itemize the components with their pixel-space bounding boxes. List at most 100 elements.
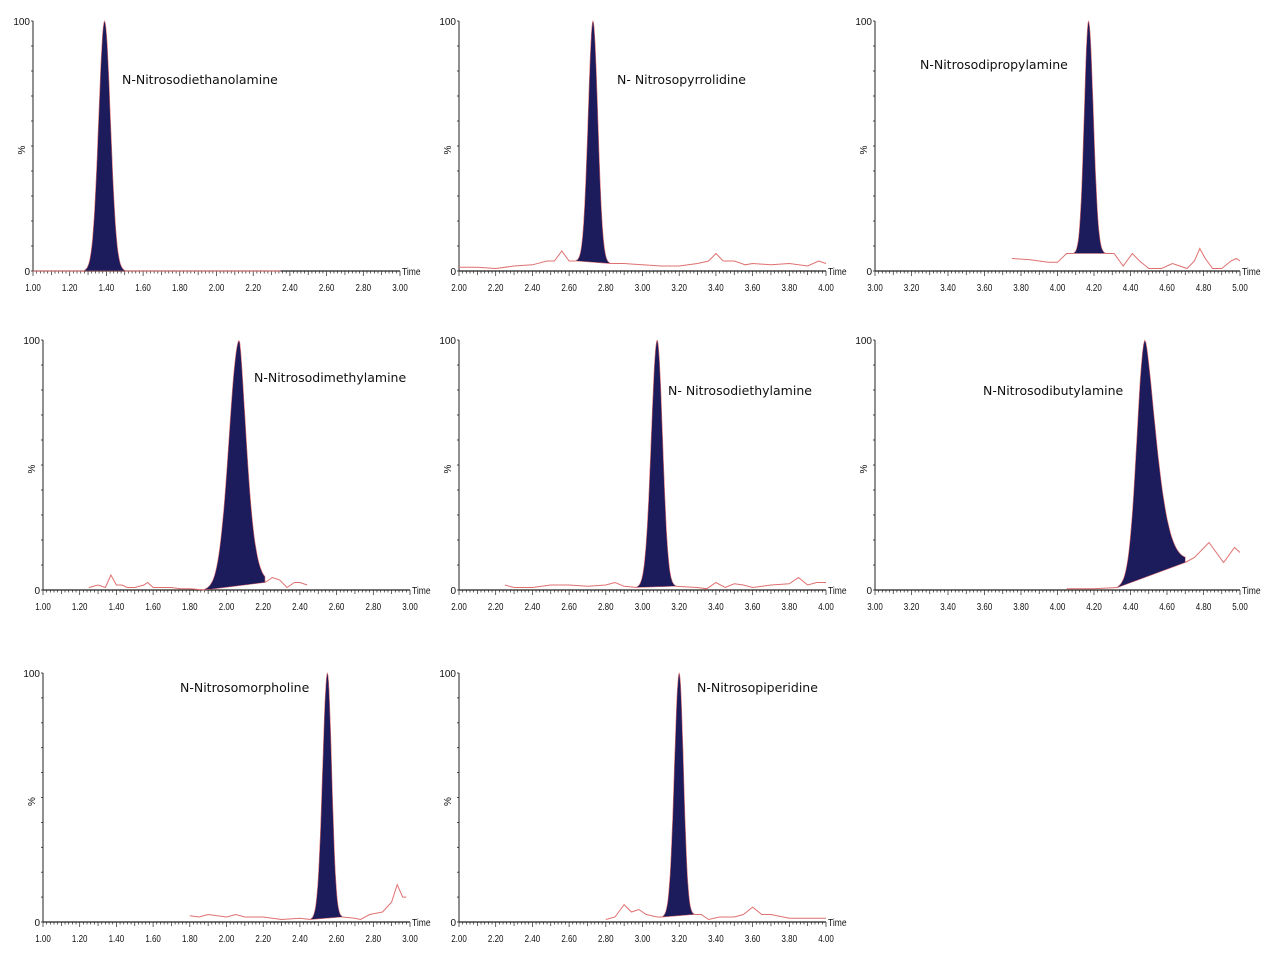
chromatogram-trace: [605, 903, 663, 920]
x-tick-label: 3.20: [671, 601, 687, 612]
x-tick-label: 3.60: [977, 601, 993, 612]
x-tick-label: 3.00: [392, 282, 408, 293]
chromatogram-panel-5: 2.00 2.20 2.40 2.60 2.80 3.00 3.20 3.40 3.60 3.80…: [439, 336, 846, 612]
x-tick-label: 4.80: [1196, 282, 1212, 293]
x-tick-label: 3.80: [782, 601, 798, 612]
x-tick-label: 3.00: [635, 601, 651, 612]
chromatogram-trace: [1105, 247, 1241, 270]
x-tick-label: 2.20: [255, 933, 271, 944]
y-tick-label-min: 0: [34, 586, 40, 597]
chromatogram-trace: [504, 581, 638, 588]
x-tick-label: 2.40: [292, 601, 308, 612]
x-tick-label: 2.80: [366, 601, 382, 612]
chromatogram-panel-8: 2.00 2.20 2.40 2.60 2.80 3.00 3.20 3.40 3.60 3.80…: [439, 669, 846, 944]
x-tick-label: 1.00: [35, 601, 51, 612]
x-tick-label: 2.20: [488, 282, 504, 293]
x-tick-label: 4.80: [1196, 601, 1212, 612]
integrated-peak: [636, 339, 676, 588]
x-tick-label: 1.80: [182, 933, 198, 944]
x-tick-label: 3.00: [867, 601, 883, 612]
chromatogram-trace: [459, 250, 577, 270]
x-tick-label: 3.20: [904, 282, 920, 293]
x-tick-label: 1.60: [145, 933, 161, 944]
x-tick-label: 1.80: [182, 601, 198, 612]
x-tick-label: 2.60: [561, 601, 577, 612]
x-tick-label: 2.20: [488, 933, 504, 944]
chromatogram-trace: [1011, 253, 1074, 263]
y-axis-label: %: [27, 797, 38, 806]
x-axis-label: Time: [412, 917, 431, 928]
x-tick-label: 3.60: [977, 282, 993, 293]
compound-label: N-Nitrosomorpholine: [180, 680, 310, 695]
x-tick-label: 1.40: [99, 282, 115, 293]
x-tick-label: 5.00: [1232, 601, 1248, 612]
x-tick-label: 2.40: [525, 601, 541, 612]
y-tick-label-min: 0: [450, 918, 456, 929]
x-tick-label: 3.20: [671, 933, 687, 944]
x-tick-label: 3.00: [402, 601, 418, 612]
x-tick-label: 2.60: [329, 601, 345, 612]
integrated-peak: [576, 20, 610, 264]
x-tick-label: 3.80: [782, 282, 798, 293]
x-tick-label: 1.40: [109, 601, 125, 612]
chromatogram-trace: [264, 576, 308, 589]
x-tick-label: 2.40: [282, 282, 298, 293]
x-tick-label: 3.20: [671, 282, 687, 293]
x-tick-label: 1.20: [72, 933, 88, 944]
chromatogram-panel-7: 1.00 1.20 1.40 1.60 1.80 2.00 2.20 2.40 2.60 2.80…: [23, 669, 430, 944]
x-tick-label: 2.60: [561, 282, 577, 293]
x-tick-label: 2.40: [525, 933, 541, 944]
chromatogram-trace: [609, 252, 827, 267]
x-tick-label: 2.00: [219, 933, 235, 944]
x-tick-label: 2.60: [561, 933, 577, 944]
chromatogram-trace: [189, 913, 311, 921]
compound-label: N-Nitrosodimethylamine: [254, 370, 406, 385]
chromatogram-trace: [675, 576, 826, 590]
x-axis-label: Time: [1242, 585, 1261, 596]
chromatogram-panel-4: 1.00 1.20 1.40 1.60 1.80 2.00 2.20 2.40 2.60 2.80…: [23, 336, 430, 612]
x-tick-label: 2.40: [525, 282, 541, 293]
compound-label: N-Nitrosodiethanolamine: [122, 72, 278, 87]
x-tick-label: 2.80: [598, 601, 614, 612]
compound-label: N- Nitrosodiethylamine: [668, 383, 812, 398]
y-axis-label: %: [443, 797, 454, 806]
y-tick-label-max: 100: [13, 17, 30, 28]
x-tick-label: 2.20: [255, 601, 271, 612]
integrated-peak: [662, 672, 695, 918]
x-tick-label: 1.20: [62, 282, 78, 293]
y-tick-label-min: 0: [450, 586, 456, 597]
x-tick-label: 2.80: [366, 933, 382, 944]
x-tick-label: 1.00: [35, 933, 51, 944]
x-tick-label: 5.00: [1232, 282, 1248, 293]
y-tick-label-max: 100: [439, 669, 456, 680]
x-tick-label: 2.40: [292, 933, 308, 944]
y-tick-label-max: 100: [855, 336, 872, 347]
x-tick-label: 4.00: [818, 282, 834, 293]
y-tick-label-max: 100: [23, 669, 40, 680]
x-tick-label: 3.80: [782, 933, 798, 944]
x-tick-label: 3.40: [708, 601, 724, 612]
x-tick-label: 3.40: [940, 282, 956, 293]
chromatogram-panel-3: 3.00 3.20 3.40 3.60 3.80 4.00 4.20 4.40 4.60 4.80…: [855, 17, 1260, 293]
x-tick-label: 3.60: [745, 282, 761, 293]
x-tick-label: 4.60: [1159, 601, 1175, 612]
x-axis-label: Time: [828, 266, 847, 277]
y-tick-label-min: 0: [866, 267, 872, 278]
y-axis-label: %: [27, 464, 38, 473]
chromatogram-trace: [1066, 587, 1118, 590]
x-tick-label: 4.60: [1159, 282, 1175, 293]
x-tick-label: 1.60: [145, 601, 161, 612]
x-tick-label: 3.40: [708, 933, 724, 944]
y-tick-label-max: 100: [23, 336, 40, 347]
x-tick-label: 4.00: [1050, 282, 1066, 293]
x-tick-label: 3.00: [635, 933, 651, 944]
x-tick-label: 1.20: [72, 601, 88, 612]
x-axis-label: Time: [828, 585, 847, 596]
x-tick-label: 3.20: [904, 601, 920, 612]
chromatogram-trace: [1185, 541, 1241, 564]
x-tick-label: 3.00: [402, 933, 418, 944]
y-tick-label-max: 100: [855, 17, 872, 28]
x-tick-label: 2.20: [488, 601, 504, 612]
compound-label: N- Nitrosopyrrolidine: [617, 72, 746, 87]
